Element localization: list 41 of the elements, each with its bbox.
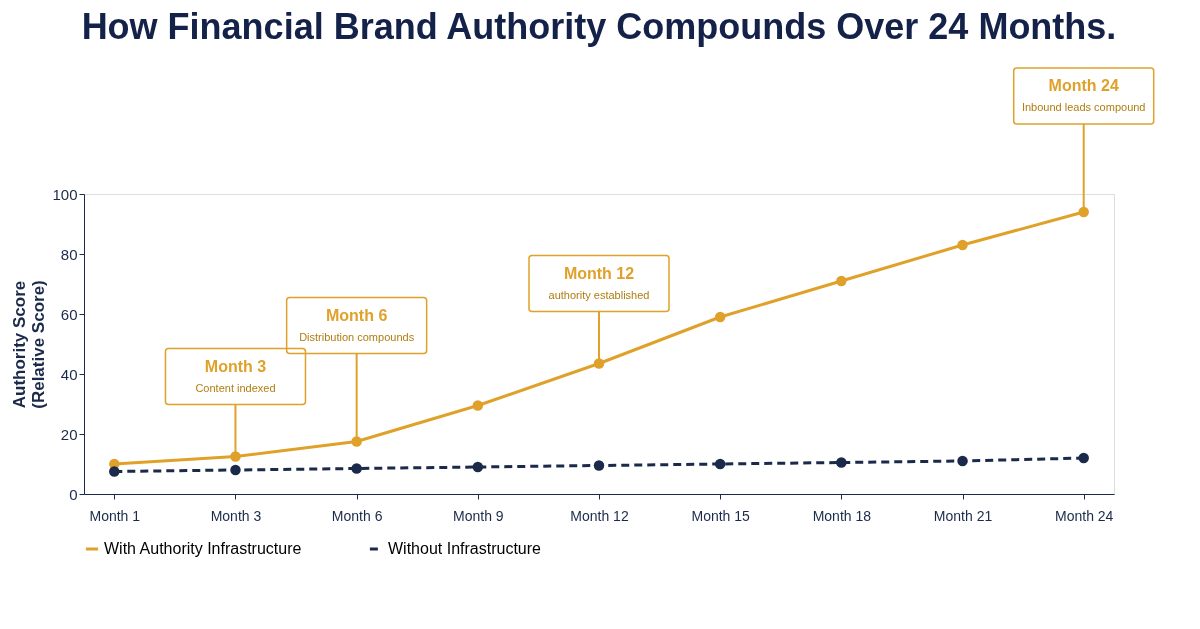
point bbox=[472, 461, 484, 473]
annotation: Distribution compounds bbox=[299, 330, 415, 343]
point bbox=[836, 275, 847, 287]
point bbox=[714, 311, 726, 323]
point bbox=[593, 460, 605, 471]
x-tick-label: Month 1 bbox=[89, 507, 141, 524]
point bbox=[714, 458, 726, 470]
y-tick-label: 80 bbox=[60, 245, 78, 263]
x-tick-label: Month 12 bbox=[570, 507, 629, 524]
y-tick-label: 100 bbox=[52, 185, 78, 203]
annotation: authority established bbox=[548, 288, 650, 301]
text: Month 24 bbox=[1048, 77, 1119, 94]
x-tick-label: Month 24 bbox=[1055, 507, 1114, 524]
x-tick-label: Month 18 bbox=[812, 507, 872, 524]
x-tick-label: Month 21 bbox=[933, 507, 993, 524]
y-axis-title: Authority Score (Relative Score) bbox=[10, 280, 49, 409]
y-tick-label: 60 bbox=[60, 305, 78, 323]
point bbox=[230, 451, 241, 462]
y-tick-label: 40 bbox=[60, 365, 78, 383]
annotation: Month 12 bbox=[563, 264, 635, 282]
chart-title: How Financial Brand Authority Compounds Over 24 Months. bbox=[81, 6, 1117, 48]
x-tick-label: Month 6 bbox=[331, 507, 383, 524]
point bbox=[230, 464, 241, 476]
annotation: Inbound leads compound bbox=[1021, 101, 1146, 113]
annotation: Content indexed bbox=[195, 381, 276, 394]
point bbox=[957, 455, 968, 467]
annotation: Month 3 bbox=[204, 357, 267, 375]
legend-label: Without Infrastructure bbox=[388, 540, 542, 557]
point bbox=[836, 457, 847, 468]
annotation: Month 6 bbox=[325, 306, 388, 324]
point bbox=[957, 239, 968, 251]
legend-label: With Authority Infrastructure bbox=[104, 540, 302, 557]
x-tick-label: Month 3 bbox=[210, 507, 262, 524]
point bbox=[351, 463, 362, 474]
point bbox=[109, 466, 120, 477]
x-tick-label: Month 9 bbox=[453, 507, 504, 524]
x-tick-label: Month 15 bbox=[691, 507, 751, 524]
y-tick-label: 0 bbox=[69, 485, 78, 503]
point bbox=[472, 400, 484, 411]
y-tick-label: 20 bbox=[60, 425, 78, 443]
point bbox=[1078, 452, 1089, 464]
